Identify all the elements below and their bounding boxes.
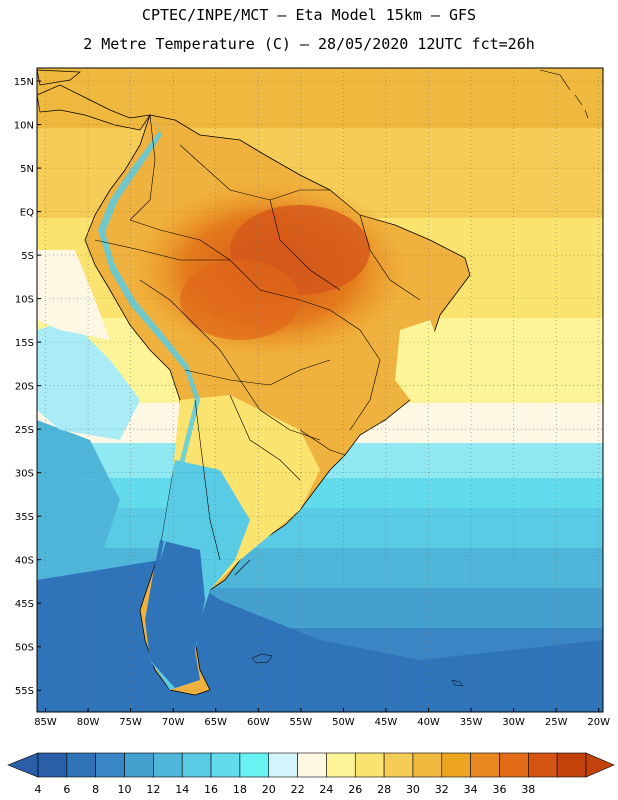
lat-tick-label: 50S	[15, 643, 34, 654]
colorbar-swatch	[210, 752, 241, 778]
map-title: CPTEC/INPE/MCT – Eta Model 15km – GFS	[141, 6, 477, 24]
south-georgia	[451, 679, 464, 687]
lat-tick-label: 45S	[15, 599, 34, 610]
lat-tick-label: 20S	[15, 382, 34, 393]
country-borders	[94, 114, 421, 576]
colorbar-swatch	[383, 752, 414, 778]
lat-tick-label: 10N	[14, 121, 34, 132]
lat-tick-label: 35S	[15, 512, 34, 523]
colorbar-swatch	[268, 752, 298, 778]
lon-tick-label: 45W	[375, 717, 398, 728]
colorbar-swatch	[441, 752, 471, 778]
colorbar-label: 32	[435, 783, 449, 796]
colorbar-label: 38	[521, 783, 535, 796]
colorbar-label: 10	[118, 783, 132, 796]
colorbar-swatch	[66, 752, 96, 778]
lon-tick-label: 30W	[502, 717, 525, 728]
lat-tick-label: 15S	[15, 338, 34, 349]
colorbar-swatch	[37, 752, 68, 778]
colorbar-label: 30	[406, 783, 420, 796]
colorbar-label: 34	[464, 783, 478, 796]
lat-tick-label: 25S	[15, 425, 34, 436]
colorbar-swatch	[412, 752, 443, 778]
colorbar-swatch	[297, 752, 327, 778]
colorbar-label: 22	[291, 783, 305, 796]
colorbar-swatch	[326, 752, 356, 778]
lat-tick-label: 5N	[20, 164, 34, 175]
lon-tick-label: 70W	[162, 717, 185, 728]
colorbar-label: 28	[377, 783, 391, 796]
lon-tick-label: 35W	[460, 717, 483, 728]
colorbar-swatch	[528, 752, 558, 778]
lon-tick-label: 40W	[417, 717, 440, 728]
colorbar-swatch	[124, 752, 154, 778]
colorbar-swatch	[239, 752, 270, 778]
colorbar-swatch	[556, 752, 587, 778]
colorbar-label: 24	[319, 783, 333, 796]
colorbar-label: 18	[233, 783, 247, 796]
lon-tick-label: 20W	[587, 717, 610, 728]
colorbar: 4 6 8 10 12 14 16 18 20 22 24 26 28 30 32 34 36 38	[7, 752, 615, 796]
lat-tick-label: 30S	[15, 469, 34, 480]
lat-tick-label: 10S	[15, 295, 34, 306]
lon-tick-label: 65W	[204, 717, 227, 728]
colorbar-label: 26	[348, 783, 362, 796]
colorbar-swatch	[181, 752, 212, 778]
colorbar-label: 8	[92, 783, 99, 796]
graticule	[37, 68, 603, 712]
latitude-axis: 15N 10N 5N EQ 5S 10S 15S 20S 25S 30S 35S 40S 45S 50S 5…	[14, 77, 34, 697]
colorbar-label: 6	[63, 783, 70, 796]
lon-tick-label: 80W	[77, 717, 100, 728]
colorbar-label: 4	[35, 783, 42, 796]
caribbean-islands	[539, 69, 589, 119]
falkland-islands	[251, 653, 273, 664]
colorbar-label: 12	[146, 783, 160, 796]
colorbar-right-arrow	[585, 752, 615, 778]
colorbar-swatch	[153, 752, 183, 778]
colorbar-label: 36	[492, 783, 506, 796]
colorbar-swatch	[470, 752, 500, 778]
lon-tick-label: 55W	[290, 717, 313, 728]
colorbar-swatch	[354, 752, 385, 778]
colorbar-swatch	[499, 752, 529, 778]
lat-tick-label: 15N	[14, 77, 34, 88]
colorbar-label: 14	[175, 783, 189, 796]
colorbar-left-arrow	[7, 752, 39, 778]
map-field	[37, 68, 603, 712]
lat-tick-label: 55S	[15, 686, 34, 697]
lat-tick-label: EQ	[20, 208, 34, 219]
lon-tick-label: 85W	[34, 717, 57, 728]
lon-tick-label: 25W	[545, 717, 568, 728]
map-frame	[36, 67, 604, 713]
lat-tick-label: 5S	[21, 251, 34, 262]
lon-tick-label: 75W	[119, 717, 142, 728]
colorbar-label: 20	[262, 783, 276, 796]
colorbar-swatch	[95, 752, 125, 778]
longitude-axis: 85W 80W 75W 70W 65W 60W 55W 50W 45W 40W 35W 30W 25W 2…	[34, 717, 610, 728]
colorbar-label: 16	[204, 783, 218, 796]
map-subtitle: 2 Metre Temperature (C) – 28/05/2020 12U…	[83, 35, 535, 53]
lat-tick-label: 40S	[15, 556, 34, 567]
lon-tick-label: 60W	[247, 717, 270, 728]
lon-tick-label: 50W	[332, 717, 355, 728]
